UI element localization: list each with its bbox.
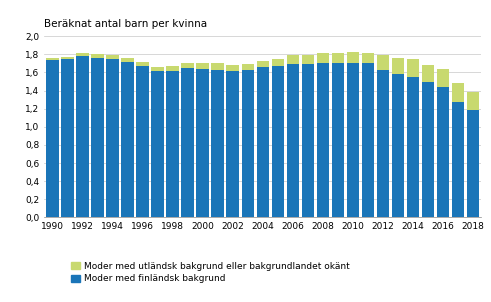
Bar <box>317 63 329 217</box>
Bar <box>407 59 419 77</box>
Bar <box>331 63 344 217</box>
Bar <box>377 55 389 70</box>
Bar <box>362 53 374 63</box>
Bar <box>317 53 329 63</box>
Bar <box>136 66 149 217</box>
Bar <box>212 70 224 217</box>
Bar <box>256 61 269 67</box>
Bar <box>287 64 299 217</box>
Bar <box>347 63 359 217</box>
Bar <box>46 60 58 217</box>
Bar <box>287 55 299 64</box>
Bar <box>136 62 149 66</box>
Bar <box>91 54 104 58</box>
Bar <box>46 58 58 60</box>
Bar <box>301 64 314 217</box>
Bar <box>61 57 74 59</box>
Bar <box>76 56 89 217</box>
Bar <box>242 70 254 217</box>
Bar <box>407 77 419 217</box>
Bar <box>182 63 194 68</box>
Bar <box>226 71 239 217</box>
Bar <box>76 53 89 56</box>
Bar <box>107 55 119 59</box>
Bar <box>121 62 134 217</box>
Text: Beräknat antal barn per kvinna: Beräknat antal barn per kvinna <box>44 19 207 29</box>
Bar <box>362 63 374 217</box>
Bar <box>242 64 254 70</box>
Bar <box>422 65 434 82</box>
Bar <box>107 59 119 217</box>
Bar <box>166 66 179 71</box>
Bar <box>151 71 164 217</box>
Bar <box>467 110 479 217</box>
Bar <box>392 74 404 217</box>
Bar <box>422 82 434 217</box>
Bar <box>151 67 164 71</box>
Bar <box>377 70 389 217</box>
Bar <box>272 66 284 217</box>
Bar <box>182 68 194 217</box>
Bar <box>61 59 74 217</box>
Bar <box>91 58 104 217</box>
Legend: Moder med utländsk bakgrund eller bakgrundlandet okänt, Moder med finländsk bakg: Moder med utländsk bakgrund eller bakgru… <box>71 262 350 284</box>
Bar <box>452 83 464 102</box>
Bar <box>196 69 209 217</box>
Bar <box>392 58 404 74</box>
Bar <box>301 55 314 64</box>
Bar <box>272 59 284 66</box>
Bar <box>166 71 179 217</box>
Bar <box>331 53 344 63</box>
Bar <box>226 65 239 71</box>
Bar <box>121 58 134 62</box>
Bar <box>347 52 359 63</box>
Bar <box>196 63 209 69</box>
Bar <box>452 102 464 217</box>
Bar <box>436 87 449 217</box>
Bar <box>256 67 269 217</box>
Bar <box>467 92 479 110</box>
Bar <box>212 63 224 70</box>
Bar <box>436 69 449 87</box>
